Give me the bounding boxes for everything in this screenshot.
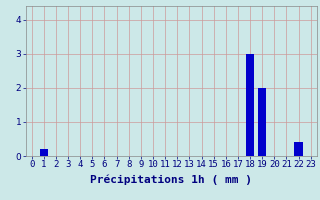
Bar: [294, 142, 303, 156]
Bar: [258, 88, 267, 156]
Bar: [40, 149, 48, 156]
Bar: [246, 54, 254, 156]
X-axis label: Précipitations 1h ( mm ): Précipitations 1h ( mm ): [90, 175, 252, 185]
